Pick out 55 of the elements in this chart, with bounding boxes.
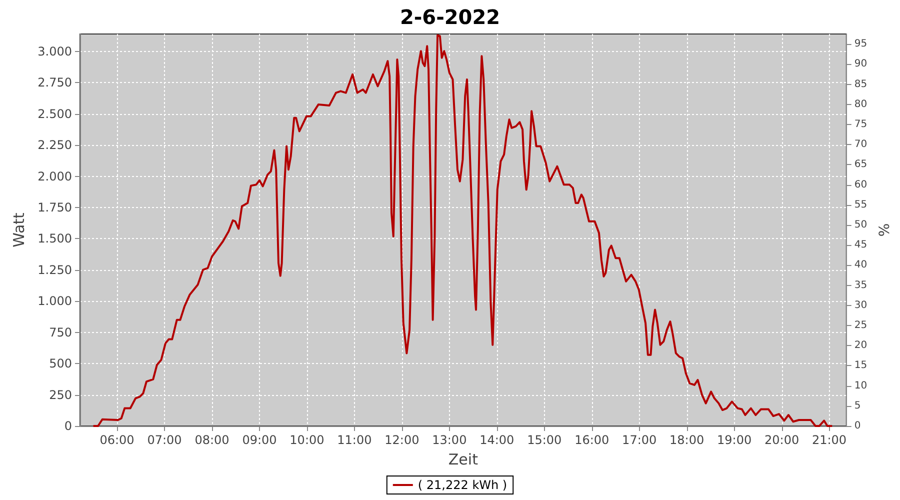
x-tick-label: 19:00 <box>717 433 752 447</box>
x-tick-label: 14:00 <box>480 433 514 447</box>
x-tick-label: 09:00 <box>242 433 277 447</box>
y2-tick-label: 30 <box>854 300 868 311</box>
y-tick-label: 1.250 <box>38 262 72 277</box>
y2-tick-label: 85 <box>854 78 868 90</box>
y2-tick-label: 45 <box>854 240 868 251</box>
x-tick-label: 07:00 <box>147 433 182 447</box>
chart-title: 2-6-2022 <box>400 5 500 29</box>
x-tick-label: 12:00 <box>384 433 420 447</box>
y-tick-label: 250 <box>49 388 72 402</box>
y2-tick-label: 20 <box>854 340 868 352</box>
y2-tick-label: 5 <box>854 400 861 412</box>
y-tick-label: 1.000 <box>38 294 72 308</box>
y2-tick-label: 25 <box>854 320 868 331</box>
y2-tick-label: 0 <box>854 420 861 432</box>
y2-tick-label: 80 <box>854 98 868 110</box>
x-tick-label: 20:00 <box>764 433 800 447</box>
x-tick-label: 10:00 <box>290 433 324 447</box>
y2-axis-title: % <box>877 223 893 237</box>
y2-tick-label: 90 <box>854 58 868 70</box>
y2-tick-label: 55 <box>854 199 868 210</box>
x-tick-label: 16:00 <box>574 433 610 447</box>
y2-tick-label: 40 <box>854 260 868 271</box>
y2-tick-label: 70 <box>854 139 868 150</box>
y2-tick-label: 95 <box>854 38 868 50</box>
y-tick-label: 2.750 <box>38 76 72 90</box>
y-tick-label: 3.000 <box>38 44 72 58</box>
x-tick-label: 15:00 <box>527 433 562 447</box>
y2-tick-label: 50 <box>854 219 868 230</box>
y-tick-label: 500 <box>49 356 72 371</box>
x-tick-label: 18:00 <box>670 433 704 447</box>
line-series <box>92 34 834 427</box>
y-tick-label: 2.000 <box>38 169 72 184</box>
y2-tick-label: 60 <box>854 179 868 190</box>
y-axis-title: Watt <box>10 212 28 248</box>
x-axis-title: Zeit <box>448 450 478 468</box>
y2-tick-label: 35 <box>854 280 868 291</box>
x-tick-label: 21:00 <box>812 433 847 447</box>
y2-tick-label: 65 <box>854 159 868 170</box>
y-tick-label: 1.500 <box>38 232 72 246</box>
y-tick-label: 1.750 <box>38 200 72 215</box>
y-tick-label: 2.500 <box>38 106 72 121</box>
y-tick-label: 0 <box>64 419 72 433</box>
x-tick-label: 13:00 <box>432 433 467 447</box>
x-tick-label: 06:00 <box>100 433 134 447</box>
legend-label: ( 21,222 kWh ) <box>418 478 508 492</box>
y2-tick-label: 15 <box>854 360 868 372</box>
y-tick-label: 2.250 <box>38 138 72 152</box>
x-tick-label: 17:00 <box>622 433 657 447</box>
x-tick-label: 08:00 <box>194 433 230 447</box>
x-tick-label: 11:00 <box>337 433 372 447</box>
y-tick-label: 750 <box>49 325 72 340</box>
y2-tick-label: 75 <box>854 118 868 130</box>
y2-tick-label: 10 <box>854 380 868 392</box>
